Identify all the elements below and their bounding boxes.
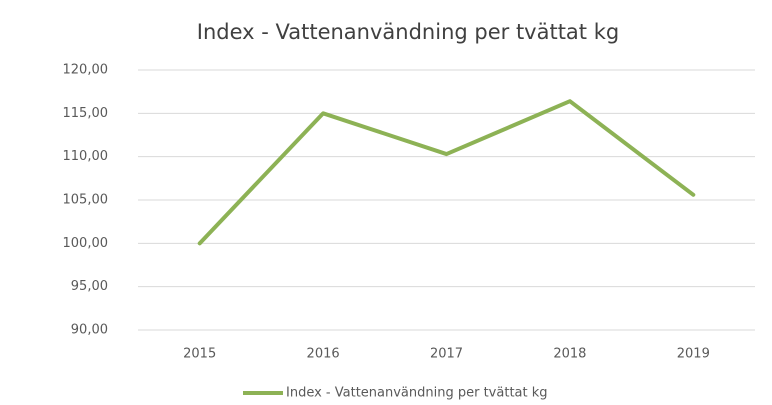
x-tick-label: 2018 bbox=[553, 347, 586, 362]
y-tick-label: 115,00 bbox=[63, 106, 109, 121]
x-tick-label: 2017 bbox=[430, 347, 463, 362]
y-tick-label: 95,00 bbox=[71, 279, 108, 294]
y-tick-label: 110,00 bbox=[63, 149, 109, 164]
x-tick-label: 2016 bbox=[307, 347, 340, 362]
chart-title: Index - Vattenanvändning per tvättat kg bbox=[197, 20, 619, 44]
data-line bbox=[197, 99, 696, 246]
y-tick-label: 105,00 bbox=[63, 193, 109, 208]
y-tick-label: 120,00 bbox=[63, 63, 109, 78]
y-tick-label: 90,00 bbox=[71, 323, 108, 338]
x-tick-label: 2019 bbox=[677, 347, 710, 362]
y-tick-label: 100,00 bbox=[63, 236, 109, 251]
legend-label: Index - Vattenanvändning per tvättat kg bbox=[286, 386, 548, 401]
x-tick-label: 2015 bbox=[183, 347, 216, 362]
